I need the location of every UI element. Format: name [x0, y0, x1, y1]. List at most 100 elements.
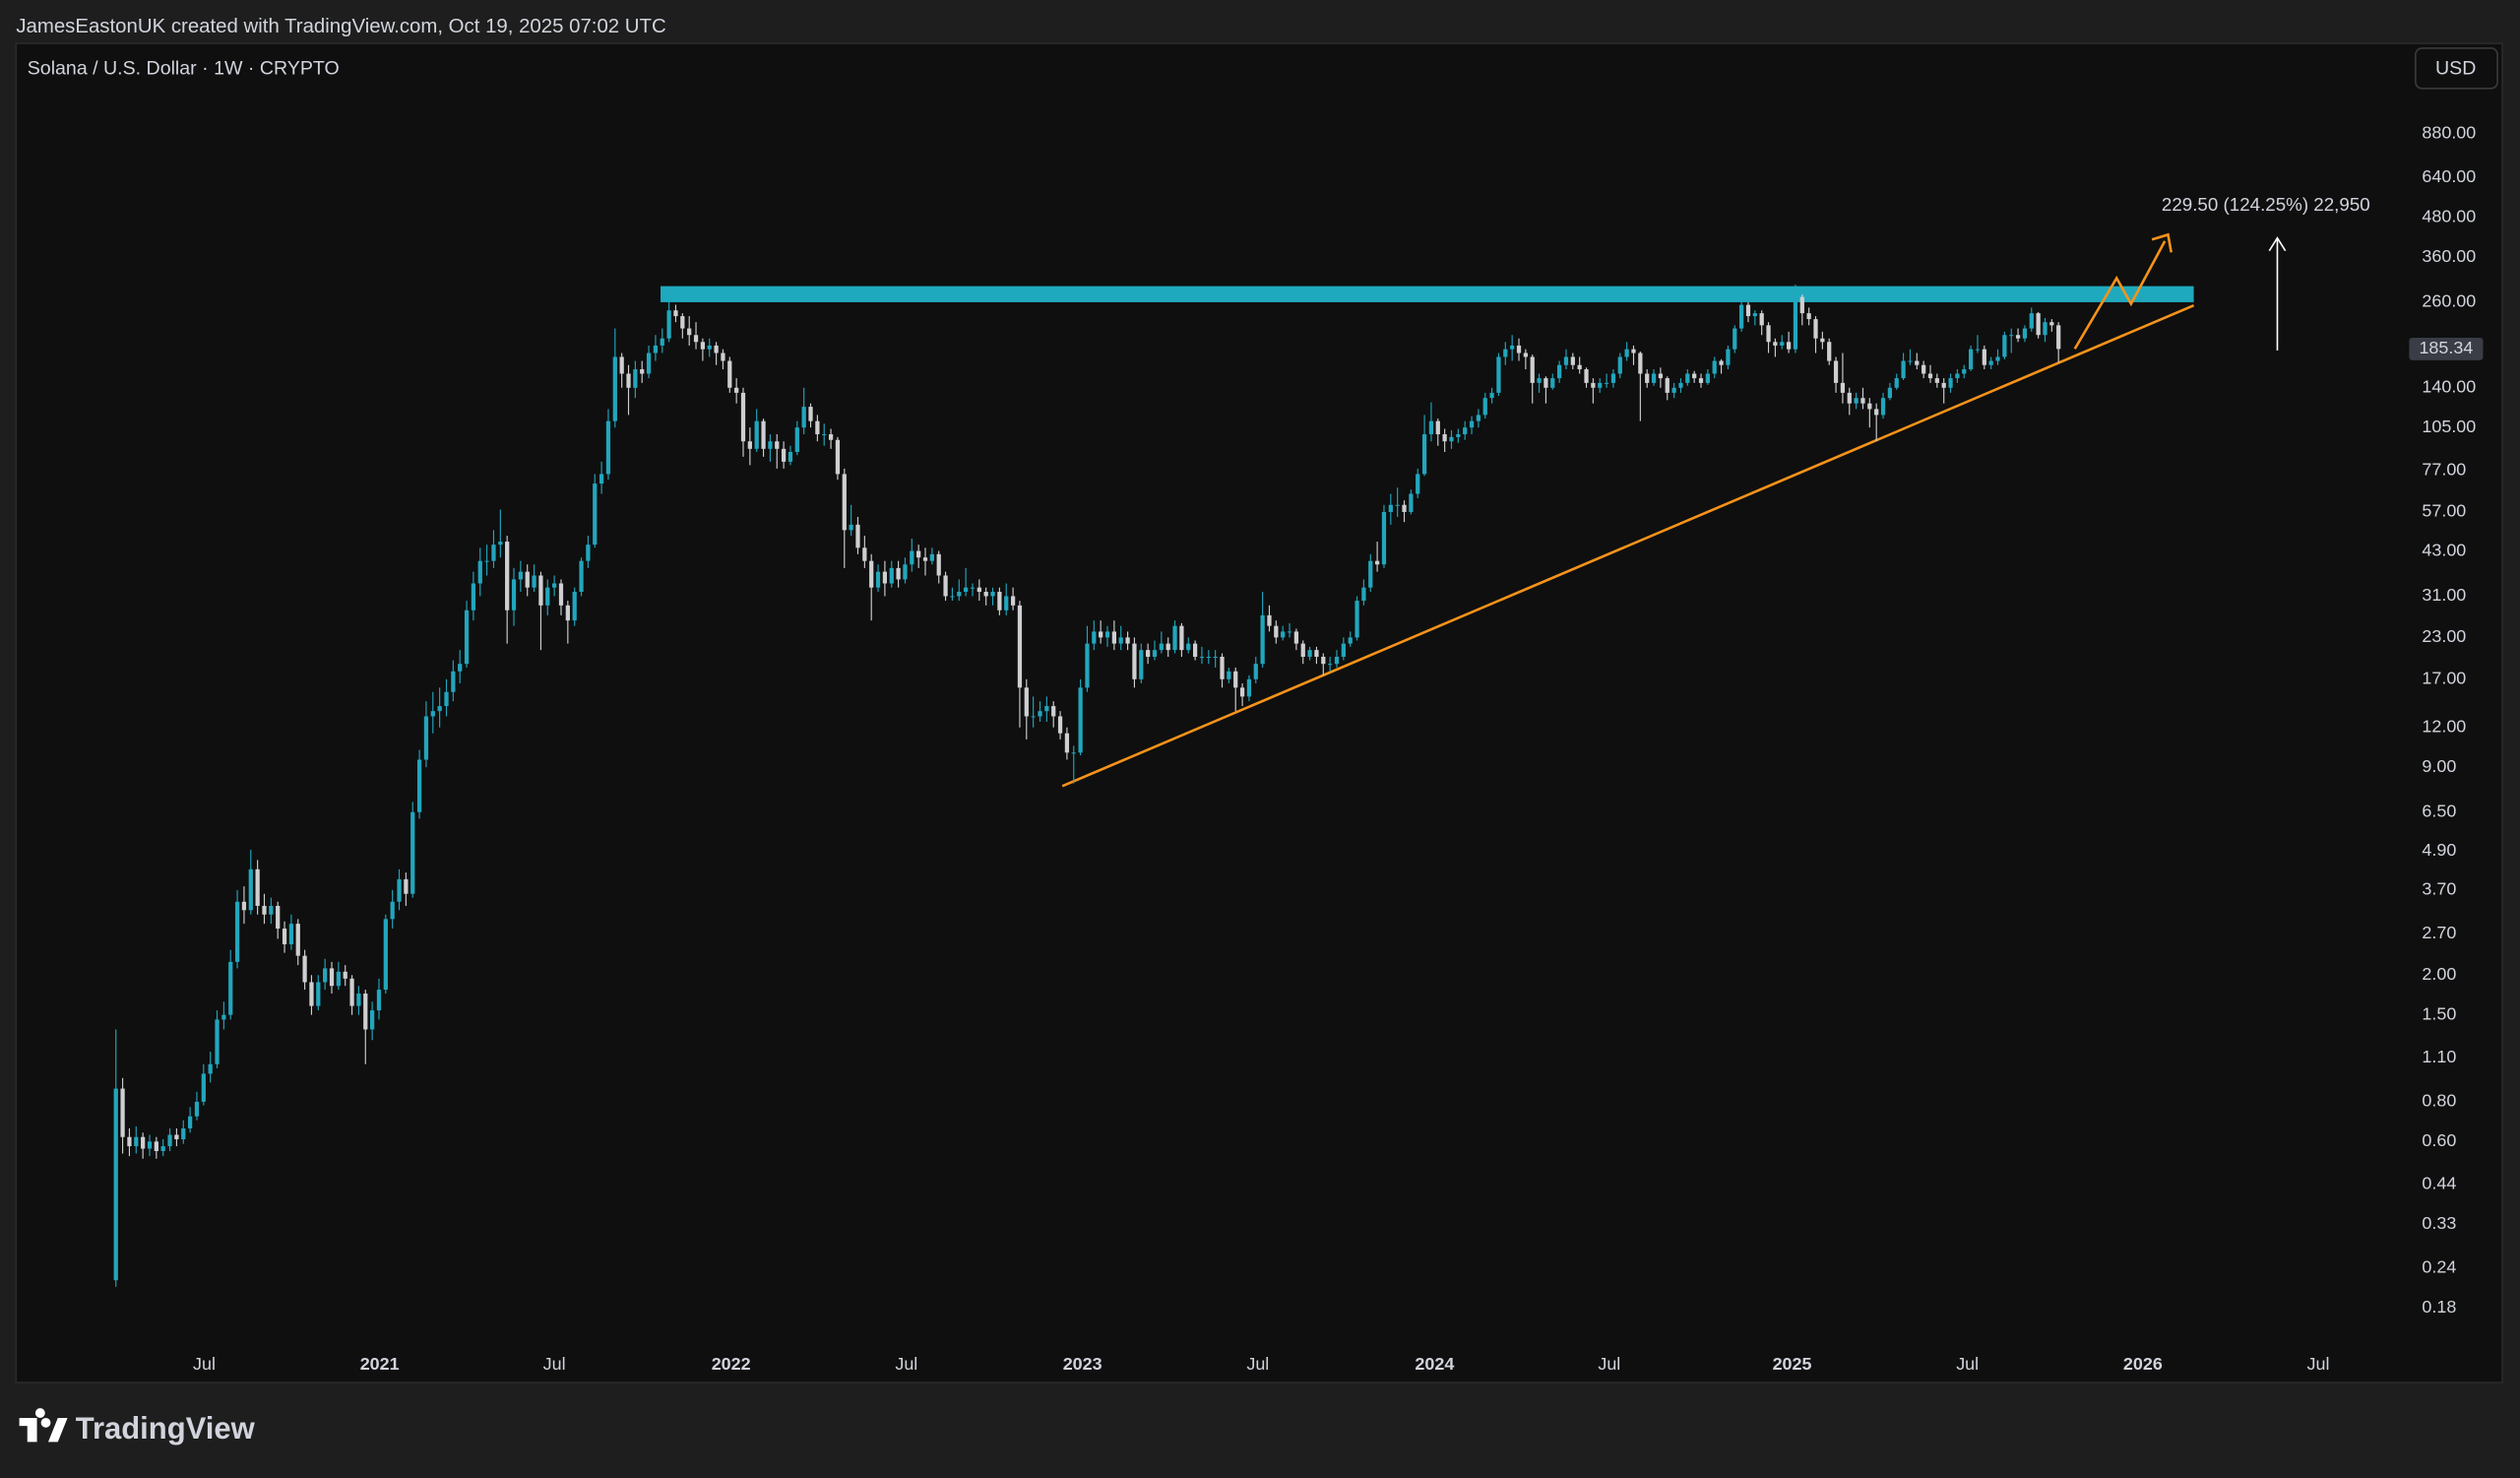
candle-body [957, 592, 962, 597]
candle-body [1166, 643, 1170, 651]
candle-body [2015, 335, 2021, 339]
y-tick-label: 480.00 [2422, 207, 2476, 226]
candle-body [1820, 338, 1825, 343]
candle-body [1099, 631, 1103, 638]
y-tick-label: 3.70 [2422, 879, 2456, 899]
candle-body [721, 353, 725, 361]
candle-body [1598, 382, 1603, 388]
candle-body [1118, 637, 1123, 644]
candle-body [471, 583, 476, 610]
candle-body [1078, 687, 1083, 753]
candle-body [1604, 382, 1609, 384]
trend-line [1061, 303, 2195, 788]
candle-body [376, 990, 382, 1011]
candle-body [477, 560, 482, 584]
candle-body [822, 434, 827, 436]
logo-text: TradingView [76, 1411, 256, 1446]
y-tick-label: 640.00 [2422, 166, 2476, 186]
candle-body [1192, 643, 1198, 657]
candle-body [1610, 373, 1616, 383]
candle-body [1213, 656, 1218, 658]
candle-body [1591, 382, 1596, 388]
candle-body [1239, 687, 1245, 697]
candle-body [228, 961, 233, 1015]
candle-body [835, 439, 841, 475]
candle-body [936, 553, 941, 576]
candle-body [734, 387, 739, 393]
candle-body [538, 575, 543, 606]
candle-body [1773, 342, 1778, 346]
candle-body [356, 994, 361, 1006]
candle-body [1719, 360, 1724, 365]
x-tick-label: Jul [895, 1354, 917, 1374]
y-tick-label: 9.00 [2422, 756, 2456, 776]
y-tick-label: 0.18 [2422, 1297, 2456, 1317]
candle-body [349, 978, 354, 1006]
candle-body [1456, 434, 1461, 437]
candle-body [1010, 596, 1016, 606]
candle-body [120, 1088, 125, 1137]
candle-body [572, 592, 577, 621]
candle-body [262, 905, 267, 915]
candle-body [862, 547, 867, 561]
candle-body [1617, 356, 1622, 374]
candle-body [134, 1136, 139, 1147]
candle-body [370, 1010, 375, 1030]
candle-body [1678, 382, 1683, 388]
candle-body [1901, 360, 1906, 379]
candle-body [1908, 360, 1913, 362]
candle-body [1206, 656, 1211, 658]
candle-body [1503, 349, 1508, 357]
candle-body [1421, 434, 1427, 475]
y-tick-label: 43.00 [2422, 540, 2466, 559]
candle-body [336, 971, 341, 987]
candle-body [1726, 349, 1731, 365]
x-tick-label: 2023 [1063, 1354, 1102, 1374]
candle-body [525, 571, 530, 588]
candle-body [511, 579, 517, 610]
candle-body [2002, 335, 2007, 357]
candle-body [451, 671, 456, 692]
candle-body [1307, 650, 1312, 657]
candle-body [916, 550, 921, 558]
candle-body [1867, 403, 1872, 410]
candle-body [1017, 605, 1023, 688]
candle-body [491, 545, 496, 561]
y-tick-label: 0.33 [2422, 1213, 2456, 1233]
candle-body [1915, 360, 1920, 365]
candle-body [1806, 313, 1811, 320]
candle-body [2049, 322, 2054, 326]
candle-body [1759, 313, 1764, 326]
measure-label: 229.50 (124.25%) 22,950 [2162, 194, 2370, 215]
candle-body [1233, 671, 1238, 688]
candle-body [586, 545, 591, 561]
x-tick-label: 2026 [2123, 1354, 2163, 1374]
candle-body [640, 369, 645, 374]
candle-body [976, 587, 981, 593]
candle-body [1941, 382, 1946, 388]
candle-body [288, 924, 294, 944]
candle-body [1510, 345, 1515, 350]
candle-body [964, 587, 969, 593]
currency-button[interactable] [2415, 47, 2498, 90]
candle-body [740, 392, 746, 442]
candle-body [1671, 387, 1676, 393]
candle-body [215, 1019, 220, 1064]
candle-body [558, 583, 564, 606]
candle-body [775, 441, 780, 449]
candle-body [302, 955, 307, 983]
candle-body [801, 407, 806, 428]
candle-body [815, 420, 820, 435]
projection-arrowhead [2151, 232, 2173, 253]
last-price-tag [2409, 337, 2484, 360]
candle-body [1146, 650, 1151, 657]
candle-body [747, 441, 752, 449]
candle-body [1381, 511, 1387, 565]
candle-body [147, 1141, 153, 1149]
x-tick-label: 2022 [712, 1354, 751, 1374]
candle-body [633, 369, 638, 388]
candle-body [458, 664, 463, 672]
candle-body [329, 968, 335, 987]
candle-body [1577, 364, 1582, 370]
candle-body [282, 929, 287, 944]
